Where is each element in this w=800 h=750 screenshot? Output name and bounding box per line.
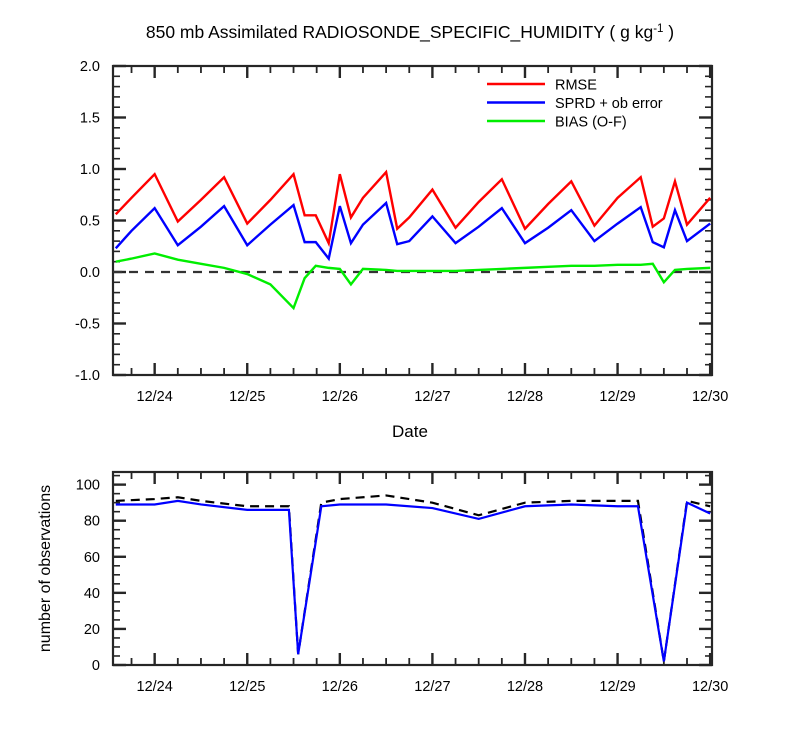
statistics-y-tick-label: 0.0 xyxy=(80,265,100,281)
series-bias-o-f xyxy=(115,252,711,311)
observation-x-tick-label: 12/27 xyxy=(414,679,450,695)
y-axis-label-observations: number of observations xyxy=(37,485,54,652)
statistics-y-tick-label: -1.0 xyxy=(75,368,100,384)
observation-x-tick-label: 12/24 xyxy=(137,679,173,695)
observation-x-tick-label: 12/25 xyxy=(229,679,265,695)
obs-series-assimilated xyxy=(115,499,711,662)
observation-y-tick-label: 20 xyxy=(84,622,100,638)
observation-x-tick-label: 12/30 xyxy=(692,679,728,695)
figure-title: 850 mb Assimilated RADIOSONDE_SPECIFIC_H… xyxy=(146,22,674,43)
observation-y-tick-label: 80 xyxy=(84,514,100,530)
statistics-x-tick-label: 12/26 xyxy=(322,389,358,405)
statistics-x-tick-label: 12/25 xyxy=(229,389,265,405)
legend-label-sprd: SPRD + ob error xyxy=(555,96,663,112)
statistics-y-tick-label: 1.0 xyxy=(80,162,100,178)
statistics-y-tick-label: 2.0 xyxy=(80,59,100,75)
legend-label-bias: BIAS (O-F) xyxy=(555,115,627,131)
statistics-y-tick-label: -0.5 xyxy=(75,317,100,333)
observation-y-tick-label: 100 xyxy=(76,478,100,494)
observation-y-tick-label: 60 xyxy=(84,550,100,566)
observation-x-tick-label: 12/28 xyxy=(507,679,543,695)
x-axis-label: Date xyxy=(392,422,428,441)
statistics-y-tick-label: 1.5 xyxy=(80,111,100,127)
statistics-x-tick-label: 12/30 xyxy=(692,389,728,405)
observation-y-tick-label: 0 xyxy=(92,658,100,674)
observation-plot-frame xyxy=(111,470,714,667)
statistics-x-tick-label: 12/24 xyxy=(137,389,173,405)
observation-x-tick-label: 12/26 xyxy=(322,679,358,695)
statistics-y-tick-label: 0.5 xyxy=(80,214,100,230)
observation-x-tick-label: 12/29 xyxy=(599,679,635,695)
obs-series-total xyxy=(115,494,711,662)
legend-label-rmse: RMSE xyxy=(555,78,597,94)
statistics-x-tick-label: 12/29 xyxy=(599,389,635,405)
series-rmse xyxy=(114,169,712,248)
statistics-x-tick-label: 12/28 xyxy=(507,389,543,405)
observation-y-tick-label: 40 xyxy=(84,586,100,602)
statistics-x-tick-label: 12/27 xyxy=(414,389,450,405)
series-sprd-ob-error xyxy=(114,200,711,262)
